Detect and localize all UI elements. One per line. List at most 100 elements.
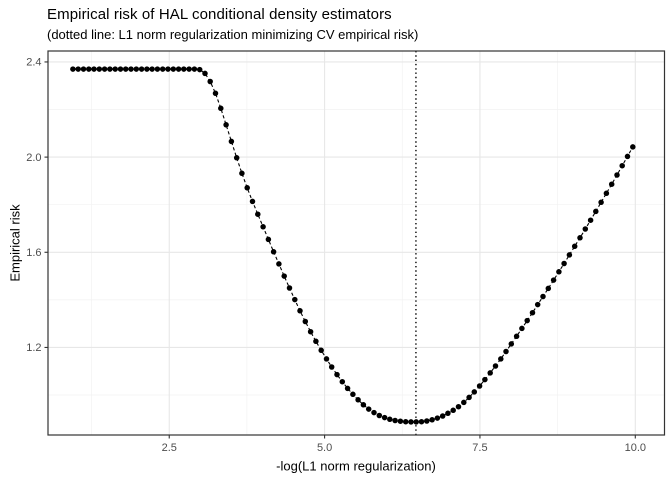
data-point [307, 328, 314, 335]
data-point [255, 211, 261, 217]
data-point [334, 371, 340, 378]
data-point [112, 66, 118, 72]
panel-border [47, 50, 666, 436]
data-point [498, 356, 504, 362]
data-point [487, 370, 493, 376]
data-point [582, 226, 589, 232]
data-point [286, 285, 293, 291]
data-point [418, 418, 425, 425]
data-point [466, 394, 472, 401]
data-point [619, 162, 625, 169]
data-point [144, 66, 150, 72]
data-point [524, 317, 530, 324]
data-point [577, 235, 583, 241]
y-axis-title: Empirical risk [7, 204, 23, 282]
data-point [91, 66, 97, 72]
data-point [181, 66, 187, 72]
data-point [133, 66, 140, 72]
data-point [212, 90, 219, 97]
data-point [96, 66, 103, 72]
data-point [207, 78, 213, 85]
data-point [128, 66, 134, 72]
data-point [508, 341, 515, 347]
data-point [482, 376, 488, 383]
data-point [630, 144, 636, 150]
data-point [476, 383, 483, 389]
data-point [571, 243, 578, 250]
data-point [556, 269, 562, 275]
data-point [292, 296, 298, 303]
data-point [429, 417, 435, 423]
data-point [170, 66, 177, 72]
data-point [503, 348, 509, 355]
data-point [175, 66, 182, 72]
data-point [439, 413, 446, 419]
data-point [318, 347, 324, 354]
data-point [344, 385, 351, 392]
data-point [313, 338, 319, 345]
data-point [424, 418, 430, 424]
data-point [365, 406, 372, 412]
data-point [360, 402, 367, 408]
data-point [297, 308, 303, 314]
data-point [159, 66, 166, 72]
x-tick-label: 10.0 [625, 442, 646, 454]
data-point [371, 409, 377, 416]
x-tick-label: 2.5 [162, 442, 177, 454]
data-point [461, 399, 467, 406]
data-point [101, 66, 108, 72]
data-point [545, 285, 552, 292]
data-point [117, 66, 124, 72]
data-point [350, 391, 356, 398]
data-point [593, 208, 599, 215]
data-point [191, 66, 198, 72]
data-point [408, 419, 414, 425]
data-point [455, 403, 462, 410]
y-tick-label: 1.6 [26, 247, 41, 259]
data-point [86, 66, 92, 72]
data-point [355, 397, 361, 403]
data-point [154, 66, 161, 72]
data-point [450, 407, 456, 414]
data-point [239, 170, 245, 177]
data-point [281, 273, 287, 279]
data-point [624, 153, 631, 160]
data-point [233, 155, 240, 161]
data-point [534, 301, 541, 308]
plot-title: Empirical risk of HAL conditional densit… [47, 6, 392, 23]
data-point [107, 66, 113, 72]
data-point [566, 252, 573, 258]
data-point [561, 260, 567, 267]
data-point [598, 199, 604, 206]
y-tick-label: 2.4 [26, 57, 41, 69]
data-point [328, 364, 335, 370]
data-point [376, 412, 383, 419]
data-point [75, 66, 81, 72]
data-point [228, 138, 235, 145]
y-tick-label: 1.2 [26, 342, 41, 354]
data-point [492, 363, 499, 369]
data-point [244, 185, 250, 191]
data-point [529, 309, 536, 316]
data-point [270, 249, 277, 255]
data-point [249, 198, 256, 205]
data-point [550, 277, 557, 283]
data-point [339, 378, 346, 385]
data-point [392, 417, 398, 424]
data-point [519, 325, 525, 332]
data-point [223, 122, 229, 128]
data-point [80, 66, 87, 72]
data-point [202, 70, 208, 77]
data-point [471, 389, 478, 395]
data-point [513, 333, 520, 340]
data-point [196, 66, 203, 73]
x-tick-label: 5.0 [317, 442, 332, 454]
data-point [70, 66, 76, 72]
data-point [265, 236, 272, 243]
data-point [397, 418, 404, 424]
data-point [387, 416, 393, 423]
data-point [587, 217, 594, 223]
data-point [445, 410, 451, 417]
x-axis-title: -log(L1 norm regularization) [276, 458, 436, 474]
